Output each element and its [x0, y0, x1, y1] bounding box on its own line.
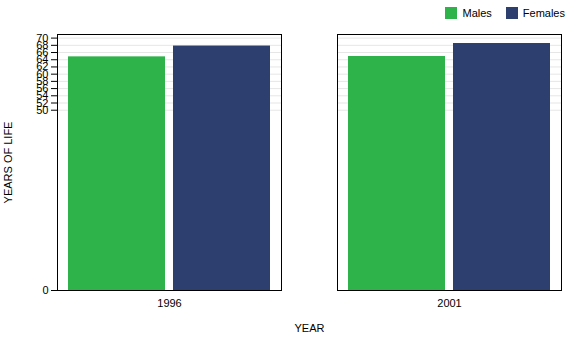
svg-text:YEAR: YEAR [295, 322, 325, 334]
svg-text:2001: 2001 [437, 297, 461, 309]
svg-text:52: 52 [36, 96, 49, 109]
svg-text:62: 62 [36, 60, 49, 73]
svg-text:YEARS OF LIFE: YEARS OF LIFE [2, 122, 14, 204]
svg-text:60: 60 [36, 67, 49, 80]
svg-text:1996: 1996 [157, 297, 181, 309]
svg-text:50: 50 [36, 103, 49, 116]
svg-text:64: 64 [36, 53, 49, 66]
svg-text:58: 58 [36, 74, 49, 87]
svg-text:70: 70 [36, 32, 48, 44]
html-text:Females: Females [522, 7, 565, 19]
html-text:Males: Males [462, 7, 492, 19]
svg-text:54: 54 [36, 89, 49, 102]
svg-text:68: 68 [36, 38, 49, 51]
svg-text:0: 0 [42, 284, 48, 296]
svg-text:56: 56 [36, 82, 49, 95]
svg-text:66: 66 [36, 46, 49, 58]
